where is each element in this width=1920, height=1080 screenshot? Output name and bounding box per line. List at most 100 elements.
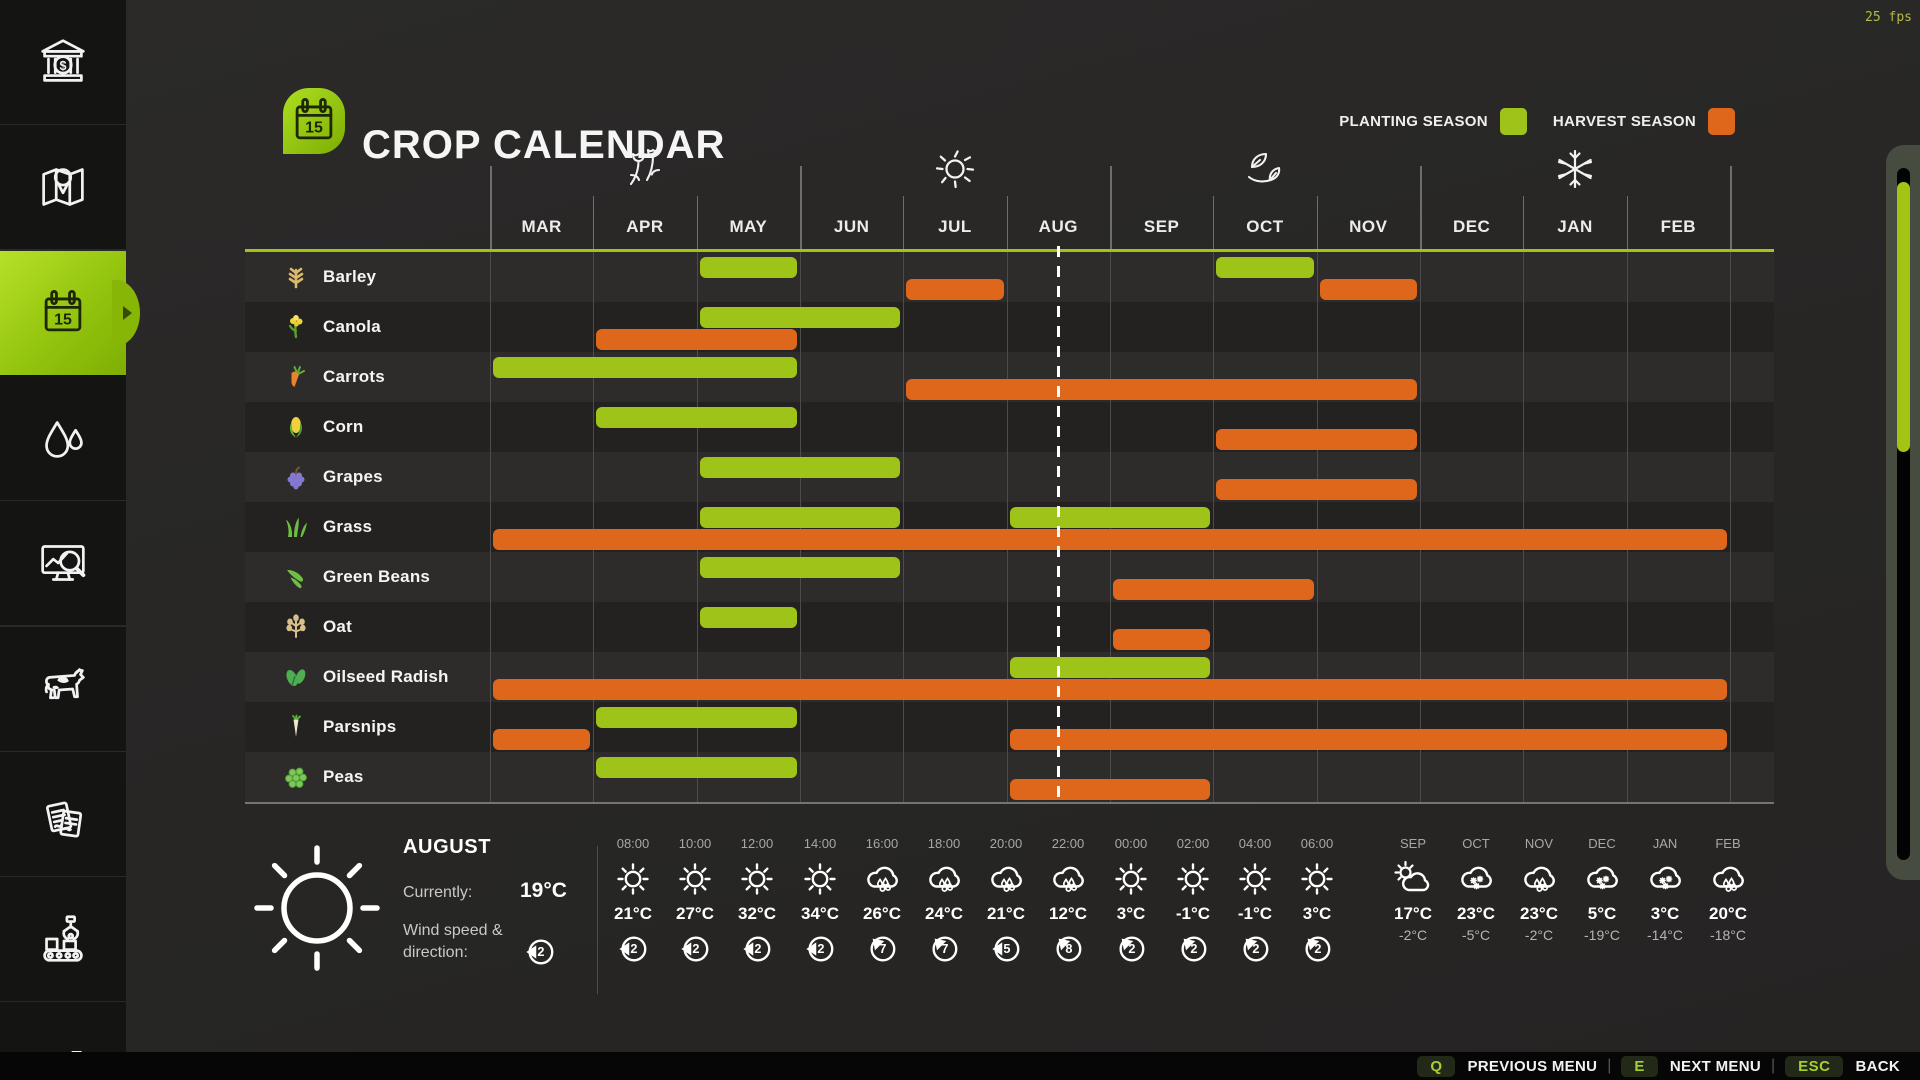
currently-label: Currently: <box>403 884 473 901</box>
svg-text:2: 2 <box>630 942 637 956</box>
monthly-forecast-item: DEC 5°C -19°C <box>1570 836 1634 943</box>
forecast-month: DEC <box>1588 836 1616 851</box>
scrollbar[interactable] <box>1886 145 1920 880</box>
forecast-high-temp: 17°C <box>1394 904 1432 923</box>
sidebar-item-animals[interactable] <box>0 627 126 753</box>
forecast-time: 06:00 <box>1300 836 1334 851</box>
month-tick <box>1523 196 1525 250</box>
crop-name: Parsnips <box>323 717 397 736</box>
hourly-forecast-item: 04:00 -1°C 2 <box>1223 836 1287 970</box>
month-header-dec: DEC <box>1452 217 1491 236</box>
forecast-time: 08:00 <box>616 836 650 851</box>
current-date-line <box>1057 246 1060 803</box>
calendar-icon: 15 <box>33 283 93 343</box>
current-weather-sun-icon <box>252 843 382 973</box>
chevron-right-icon <box>123 306 132 320</box>
harvest-bar <box>596 329 797 350</box>
forecast-time: 14:00 <box>803 836 837 851</box>
hourly-forecast-item: 08:00 21°C 2 <box>601 836 665 970</box>
monthly-forecast-item: OCT 23°C -5°C <box>1444 836 1508 943</box>
crop-row-corn: Corn <box>245 402 1774 452</box>
crop-row-green-beans: Green Beans <box>245 552 1774 602</box>
month-tick <box>1316 196 1318 250</box>
forecast-temp: 34°C <box>801 904 839 923</box>
weather-month: AUGUST <box>403 836 492 858</box>
autumn-leaves-icon <box>1242 146 1288 192</box>
sun-icon <box>601 859 665 899</box>
water-drops-icon <box>32 407 94 469</box>
hourly-forecast-item: 00:00 3°C 2 <box>1099 836 1163 970</box>
footer-action-back[interactable]: ESC BACK <box>1785 1055 1900 1077</box>
sun-icon <box>1161 859 1225 899</box>
svg-text:2: 2 <box>1314 942 1321 956</box>
harvest-bar <box>1009 729 1727 750</box>
forecast-time: 00:00 <box>1114 836 1148 851</box>
planting-bar <box>596 757 797 778</box>
month-header-feb: FEB <box>1660 217 1697 236</box>
svg-text:7: 7 <box>879 942 886 956</box>
snow-cloud-icon <box>1633 859 1697 899</box>
season-tick <box>1729 166 1732 250</box>
footer-divider: | <box>1607 1057 1612 1074</box>
forecast-time: 10:00 <box>678 836 712 851</box>
canola-icon <box>283 314 309 340</box>
crop-name: Grapes <box>323 467 383 486</box>
contracts-icon <box>32 783 94 845</box>
grid-line <box>593 252 595 803</box>
forecast-time: 02:00 <box>1176 836 1210 851</box>
forecast-temp: 32°C <box>738 904 776 923</box>
rain-cloud-icon <box>850 859 914 899</box>
hourly-forecast-item: 16:00 26°C 7 <box>850 836 914 970</box>
sidebar-item-water[interactable] <box>0 376 126 502</box>
current-temperature: 19°C <box>520 879 567 902</box>
key-badge-q: Q <box>1417 1055 1456 1077</box>
bank-icon: $ <box>32 31 94 93</box>
current-wind-indicator: 2 <box>523 936 557 973</box>
forecast-temp: 21°C <box>614 904 652 923</box>
rain-cloud-icon <box>1696 859 1760 899</box>
harvest-bar <box>906 379 1417 400</box>
forecast-month: NOV <box>1524 836 1554 851</box>
month-tick <box>903 196 905 250</box>
planting-bar <box>596 707 797 728</box>
planting-bar <box>1009 657 1211 678</box>
parsnips-icon <box>283 714 309 740</box>
footer-action-previous-menu[interactable]: Q PREVIOUS MENU <box>1417 1055 1597 1077</box>
crop-name: Canola <box>323 317 381 336</box>
scrollbar-thumb[interactable] <box>1897 182 1910 452</box>
sun-icon <box>1099 859 1163 899</box>
forecast-low-temp: -14°C <box>1647 927 1683 943</box>
corn-icon <box>283 414 309 440</box>
forecast-time: 22:00 <box>1051 836 1085 851</box>
snow-cloud-icon <box>1444 859 1508 899</box>
wind-indicator: 2 <box>788 933 852 970</box>
svg-text:2: 2 <box>1190 942 1197 956</box>
crop-name: Corn <box>323 417 364 436</box>
sidebar-item-map[interactable] <box>0 125 126 251</box>
snow-cloud-icon <box>1570 859 1634 899</box>
footer-action-next-menu[interactable]: E NEXT MENU <box>1621 1055 1761 1077</box>
action-label: BACK <box>1855 1057 1900 1075</box>
sidebar-item-production[interactable] <box>0 877 126 1003</box>
planting-bar <box>1009 507 1211 528</box>
grid-line <box>1523 252 1525 803</box>
planting-bar <box>699 307 901 328</box>
sidebar-item-crop-calendar[interactable]: 15 <box>0 251 140 375</box>
wind-indicator: 2 <box>725 933 789 970</box>
sidebar-item-prices[interactable] <box>0 501 126 627</box>
forecast-temp: 27°C <box>676 904 714 923</box>
forecast-month: FEB <box>1715 836 1741 851</box>
grid-line <box>1626 252 1628 803</box>
sidebar-item-finances[interactable]: $ <box>0 0 126 126</box>
sidebar-item-contracts[interactable] <box>0 752 126 878</box>
animals-icon <box>32 658 94 720</box>
hourly-forecast-item: 02:00 -1°C 2 <box>1161 836 1225 970</box>
spring-flowers-icon <box>622 146 668 192</box>
forecast-temp: 3°C <box>1302 904 1332 923</box>
planting-bar <box>699 507 901 528</box>
wind-indicator: 5 <box>974 933 1038 970</box>
hourly-forecast-item: 20:00 21°C 5 <box>974 836 1038 970</box>
sun-icon <box>725 859 789 899</box>
rain-cloud-icon <box>912 859 976 899</box>
